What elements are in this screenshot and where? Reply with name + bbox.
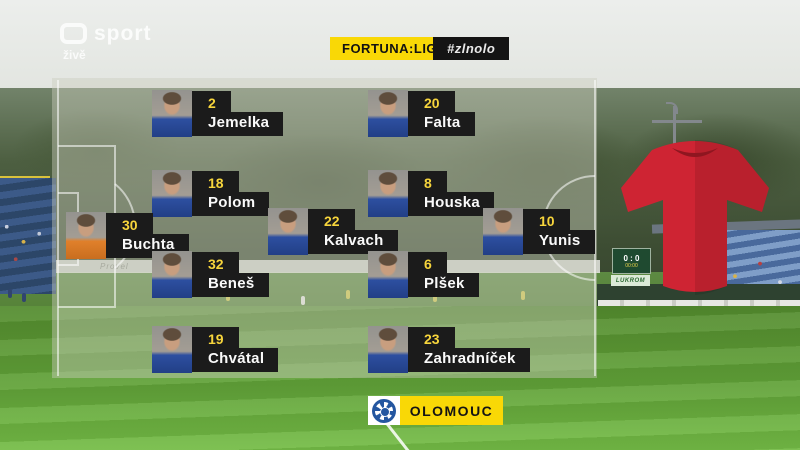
player-photo [152, 251, 192, 298]
player-photo [152, 170, 192, 217]
player-photo [368, 326, 408, 373]
player-node: 22 Kalvach [268, 208, 398, 255]
player-number: 20 [405, 91, 455, 112]
player-plate: 22 Kalvach [305, 209, 398, 254]
player-node: 18 Polom [152, 170, 270, 217]
player-name: Houska [405, 192, 494, 216]
player-number: 2 [189, 91, 231, 112]
player-number: 8 [405, 171, 447, 192]
player-number: 22 [305, 209, 355, 230]
player-number: 23 [405, 327, 455, 348]
club-crest-box [368, 396, 400, 425]
background-player [346, 290, 350, 299]
hanger-bar-icon [652, 120, 702, 123]
player-name: Zahradníček [405, 348, 530, 372]
player-name: Beneš [189, 273, 269, 297]
player-photo [268, 208, 308, 255]
live-label: živě [63, 48, 86, 62]
player-plate: 23 Zahradníček [405, 327, 530, 372]
player-number: 10 [520, 209, 570, 230]
player-plate: 32 Beneš [189, 252, 269, 297]
player-number: 19 [189, 327, 239, 348]
team-name: OLOMOUC [400, 396, 503, 425]
player-photo [368, 251, 408, 298]
scoreboard-score: 0 : 0 [623, 253, 640, 263]
player-plate: 2 Jemelka [189, 91, 284, 136]
player-plate: 20 Falta [405, 91, 475, 136]
player-name: Kalvach [305, 230, 398, 254]
player-node: 6 Plšek [368, 251, 479, 298]
player-number: 32 [189, 252, 239, 273]
player-node: 8 Houska [368, 170, 494, 217]
hanger-hook-icon [666, 102, 678, 114]
background-player [521, 291, 525, 300]
player-node: 23 Zahradníček [368, 326, 530, 373]
player-node: 32 Beneš [152, 251, 269, 298]
player-number: 30 [103, 213, 153, 234]
club-crest-icon [372, 398, 396, 423]
jersey-icon [621, 140, 769, 295]
player-plate: 19 Chvátal [189, 327, 279, 372]
player-node: 19 Chvátal [152, 326, 279, 373]
left-stand [0, 178, 56, 294]
player-node: 30 Buchta [66, 212, 189, 259]
player-photo [483, 208, 523, 255]
player-name: Falta [405, 112, 475, 136]
scoreboard-clock: 00:00 [625, 262, 638, 269]
scoreboard: 0 : 0 00:00 [612, 248, 651, 274]
background-player [22, 293, 26, 302]
player-plate: 8 Houska [405, 171, 494, 216]
player-plate: 18 Polom [189, 171, 270, 216]
player-photo [152, 326, 192, 373]
player-plate: 6 Plšek [405, 252, 479, 297]
hanger-pole-icon [673, 106, 676, 144]
ad-board-text: Provel [100, 262, 129, 271]
match-hashtag-badge: #zlnolo [433, 37, 510, 60]
player-number: 6 [405, 252, 447, 273]
player-name: Polom [189, 192, 270, 216]
player-name: Buchta [103, 234, 189, 258]
player-plate: 30 Buchta [103, 213, 189, 258]
player-node: 2 Jemelka [152, 90, 284, 137]
broadcaster-name: sport [94, 22, 152, 45]
player-number: 18 [189, 171, 239, 192]
player-node: 20 Falta [368, 90, 475, 137]
team-badge: OLOMOUC [368, 396, 503, 425]
scoreboard-ad: LUKROM [611, 275, 650, 286]
player-photo [368, 170, 408, 217]
background-player [301, 296, 305, 305]
player-photo [66, 212, 106, 259]
player-photo [368, 90, 408, 137]
player-name: Jemelka [189, 112, 284, 136]
player-name: Plšek [405, 273, 479, 297]
ct-logo-icon [60, 23, 87, 44]
player-name: Yunis [520, 230, 595, 254]
background-player [8, 289, 12, 298]
player-photo [152, 90, 192, 137]
league-badge: FORTUNA:LIGA [330, 37, 459, 60]
player-name: Chvátal [189, 348, 279, 372]
player-plate: 10 Yunis [520, 209, 595, 254]
player-node: 10 Yunis [483, 208, 595, 255]
background-player [433, 293, 437, 302]
